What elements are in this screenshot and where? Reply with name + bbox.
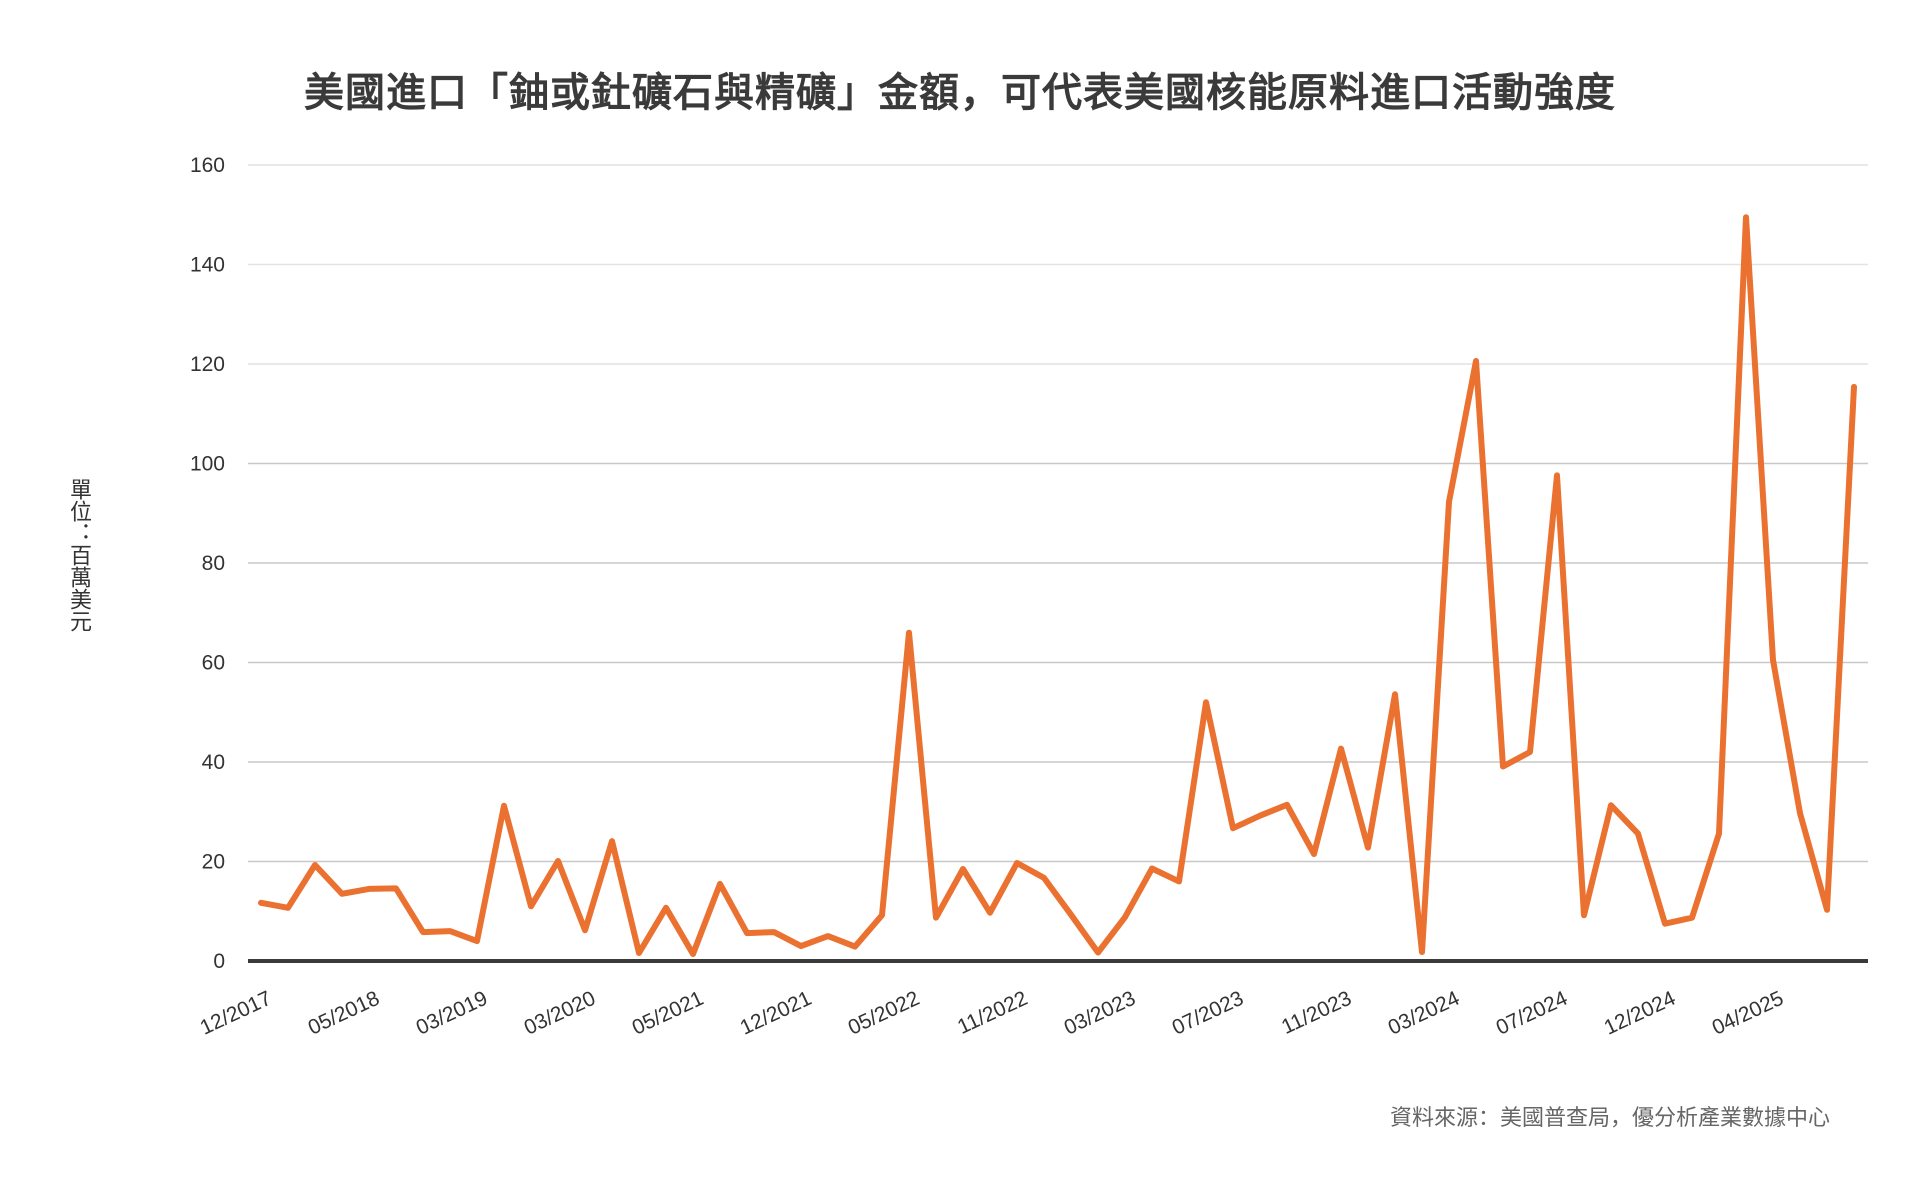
y-axis-label: 單位：百萬美元 xyxy=(66,478,91,632)
chart-title: 美國進口「鈾或釷礦石與精礦」金額，可代表美國核能原料進口活動強度 xyxy=(304,70,1616,116)
x-tick-label: 12/2017 xyxy=(197,987,276,1040)
series-line xyxy=(258,214,1857,957)
y-tick-label: 40 xyxy=(202,751,225,774)
x-tick-label: 11/2023 xyxy=(1278,987,1355,1039)
x-tick-label: 03/2019 xyxy=(413,987,492,1040)
y-tick-label: 20 xyxy=(202,851,225,874)
y-tick-label: 100 xyxy=(190,453,225,476)
y-axis-ticks: 0 20 40 60 80 100 120 140 160 xyxy=(190,154,225,973)
x-tick-label: 12/2024 xyxy=(1601,987,1680,1040)
x-tick-label: 05/2021 xyxy=(629,987,708,1040)
x-tick-label: 07/2024 xyxy=(1493,987,1572,1040)
x-tick-label: 03/2024 xyxy=(1385,987,1464,1040)
x-tick-label: 03/2023 xyxy=(1061,987,1140,1040)
y-tick-label: 140 xyxy=(190,254,225,277)
y-tick-label: 60 xyxy=(202,652,225,675)
x-tick-label: 05/2018 xyxy=(305,987,384,1040)
gridlines xyxy=(248,164,1868,863)
y-tick-label: 160 xyxy=(190,154,225,177)
y-tick-label: 120 xyxy=(190,353,225,376)
y-tick-label: 80 xyxy=(202,552,225,575)
x-tick-label: 03/2020 xyxy=(521,987,600,1040)
x-tick-label: 05/2022 xyxy=(845,987,924,1040)
x-tick-label: 07/2023 xyxy=(1169,987,1248,1040)
x-tick-label: 12/2021 xyxy=(737,987,816,1040)
x-tick-label: 04/2025 xyxy=(1709,987,1788,1040)
y-tick-label: 0 xyxy=(213,950,225,973)
source-note: 資料來源：美國普查局，優分析產業數據中心 xyxy=(1389,1106,1830,1131)
x-tick-label: 11/2022 xyxy=(954,987,1031,1039)
x-axis-ticks: 12/2017 05/2018 03/2019 03/2020 05/2021 12/20… xyxy=(197,987,1788,1040)
